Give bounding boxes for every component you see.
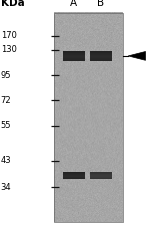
Bar <box>54 13 123 222</box>
Text: 55: 55 <box>1 122 11 130</box>
Text: B: B <box>97 0 104 8</box>
Text: 95: 95 <box>1 71 11 79</box>
Text: 130: 130 <box>1 45 17 54</box>
Text: 72: 72 <box>1 96 11 105</box>
Text: 43: 43 <box>1 156 11 165</box>
Polygon shape <box>128 52 146 60</box>
Text: 34: 34 <box>1 183 11 191</box>
Text: 170: 170 <box>1 31 17 40</box>
Text: A: A <box>70 0 77 8</box>
Text: KDa: KDa <box>2 0 25 8</box>
